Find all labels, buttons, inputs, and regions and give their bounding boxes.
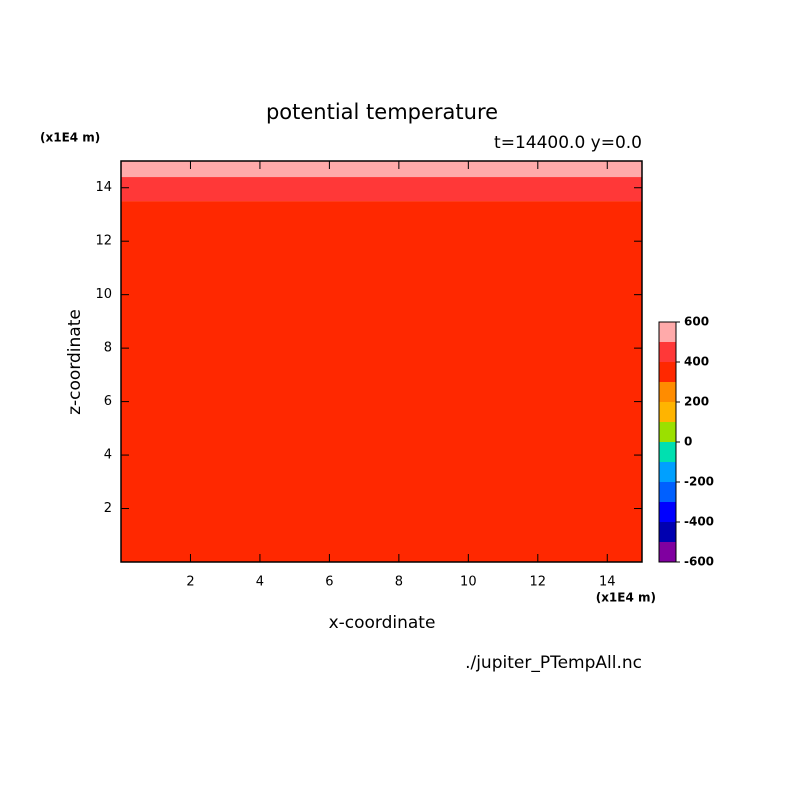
colorbar-tick-label: 0 — [684, 435, 692, 449]
x-axis-label: x-coordinate — [329, 613, 436, 633]
x-tick-label: 6 — [325, 575, 333, 590]
y-tick-label: 2 — [104, 501, 112, 516]
colorbar-swatch — [659, 342, 676, 362]
y-axis-label: z-coordinate — [65, 309, 85, 415]
source-label: ./jupiter_PTempAll.nc — [465, 653, 642, 673]
colorbar-swatch — [659, 322, 676, 342]
colorbar-swatch — [659, 482, 676, 502]
x-unit: (x1E4 m) — [596, 591, 656, 605]
x-tick-label: 14 — [599, 575, 616, 590]
y-tick-label: 6 — [104, 394, 112, 409]
colorbar-swatch — [659, 402, 676, 422]
x-tick-label: 8 — [395, 575, 403, 590]
y-tick-label: 14 — [95, 180, 112, 195]
colorbar-tick-label: -400 — [684, 515, 714, 529]
colorbar-swatch — [659, 442, 676, 462]
x-tick-label: 2 — [186, 575, 194, 590]
contour-band — [121, 201, 642, 562]
colorbar-tick-label: 400 — [684, 355, 709, 369]
colorbar-tick-label: -600 — [684, 555, 714, 569]
contour-band — [121, 161, 642, 178]
colorbar-swatch — [659, 362, 676, 382]
y-unit: (x1E4 m) — [40, 131, 100, 145]
colorbar-tick-label: 200 — [684, 395, 709, 409]
y-tick-label: 10 — [95, 287, 112, 302]
colorbar-swatch — [659, 422, 676, 442]
colorbar-swatch — [659, 542, 676, 562]
colorbar-swatch — [659, 502, 676, 522]
y-tick-label: 8 — [104, 341, 112, 356]
chart-subtitle: t=14400.0 y=0.0 — [494, 133, 642, 153]
colorbar-tick-label: 600 — [684, 315, 709, 329]
y-tick-label: 4 — [104, 448, 112, 463]
colorbar-swatch — [659, 382, 676, 402]
contour-band — [121, 177, 642, 202]
x-tick-label: 12 — [530, 575, 547, 590]
chart-title: potential temperature — [266, 100, 498, 124]
x-tick-label: 4 — [256, 575, 264, 590]
colorbar-tick-label: -200 — [684, 475, 714, 489]
plot-frame — [120, 160, 643, 563]
colorbar-swatch — [659, 522, 676, 542]
y-tick-label: 12 — [95, 234, 112, 249]
colorbar-swatch — [659, 462, 676, 482]
x-tick-label: 10 — [460, 575, 477, 590]
